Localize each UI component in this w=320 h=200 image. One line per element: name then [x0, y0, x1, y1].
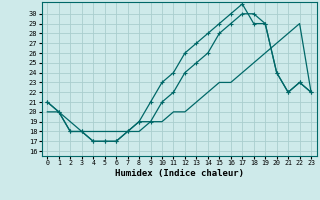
X-axis label: Humidex (Indice chaleur): Humidex (Indice chaleur) [115, 169, 244, 178]
